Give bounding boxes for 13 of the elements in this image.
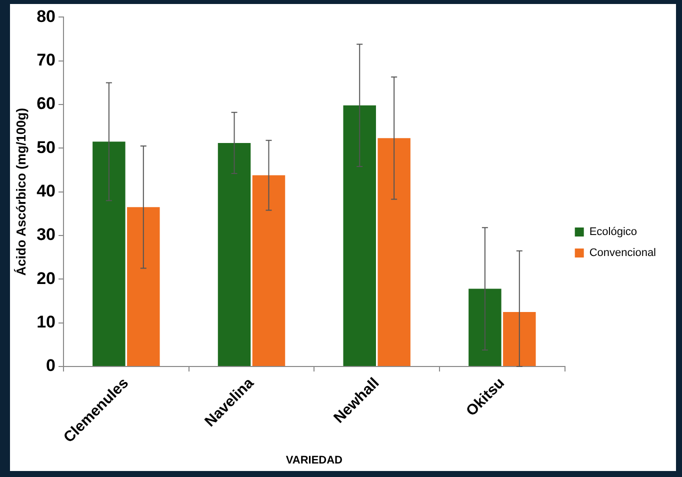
y-tick-label: 10 [36,312,56,332]
y-tick-label: 70 [36,50,56,70]
legend-label: Ecológico [589,226,638,238]
y-tick-label: 50 [36,138,56,157]
y-tick-label: 40 [36,182,56,201]
y-tick-label: 80 [36,6,56,26]
x-axis-title: VARIEDAD [286,454,343,466]
y-tick-label: 20 [36,268,56,288]
y-tick-label: 30 [36,225,56,244]
y-tick-label: 60 [36,94,56,114]
y-tick-label: 0 [46,356,56,376]
legend-label: Convencional [589,247,656,260]
y-axis-title: Ácido Ascórbico (mg/100g) [13,108,28,276]
